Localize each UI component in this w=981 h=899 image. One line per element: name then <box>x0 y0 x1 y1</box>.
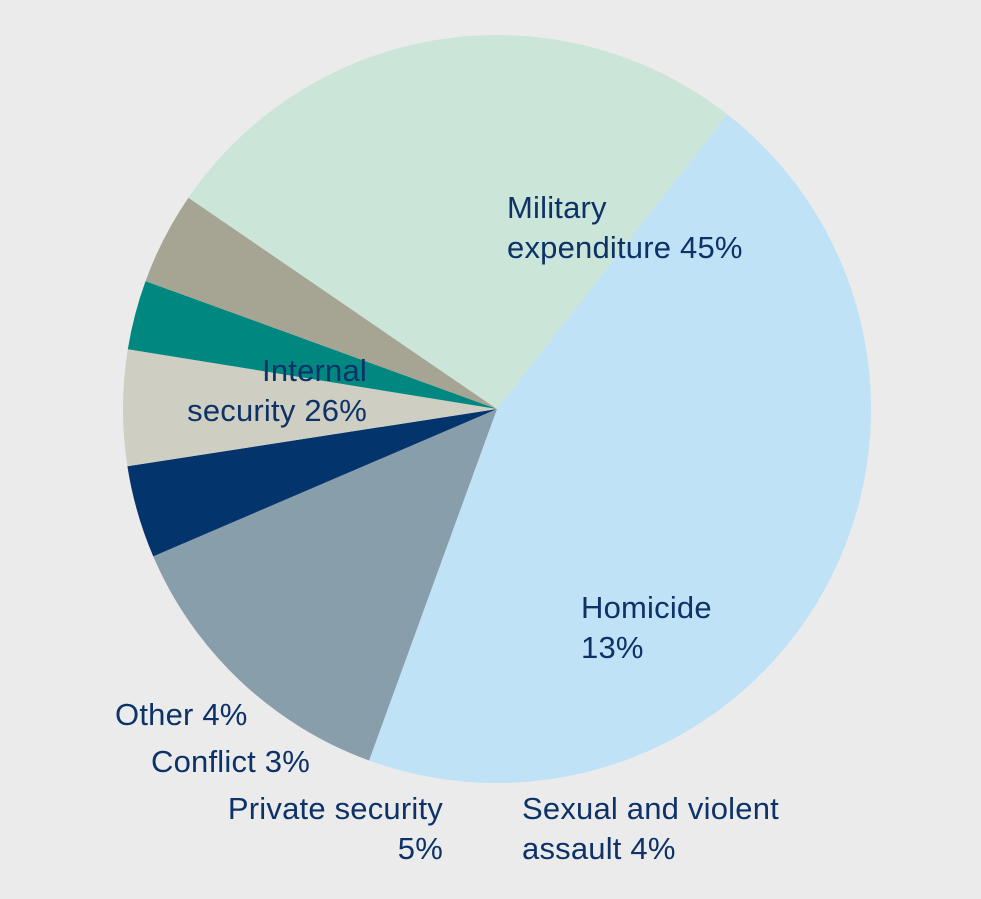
pie-slice-military-expenditure <box>369 114 872 784</box>
label-military-expenditure: Military expenditure 45% <box>507 190 743 265</box>
pie-slice-private-security <box>122 349 497 467</box>
pie-slice-conflict <box>127 281 497 409</box>
pie-slice-other <box>145 197 498 409</box>
label-sexual-and-violent-assault: Sexual and violent assault 4% <box>522 791 779 866</box>
pie-slice-sexual-and-violent-assault <box>127 409 498 557</box>
label-homicide: Homicide 13% <box>581 590 712 665</box>
label-internal-security: Internal security 26% <box>187 353 367 428</box>
label-other: Other 4% <box>115 697 248 732</box>
pie-slice-homicide <box>153 409 498 761</box>
label-conflict: Conflict 3% <box>151 744 310 779</box>
pie-slice-internal-security <box>188 34 728 410</box>
label-private-security: Private security 5% <box>227 791 443 866</box>
